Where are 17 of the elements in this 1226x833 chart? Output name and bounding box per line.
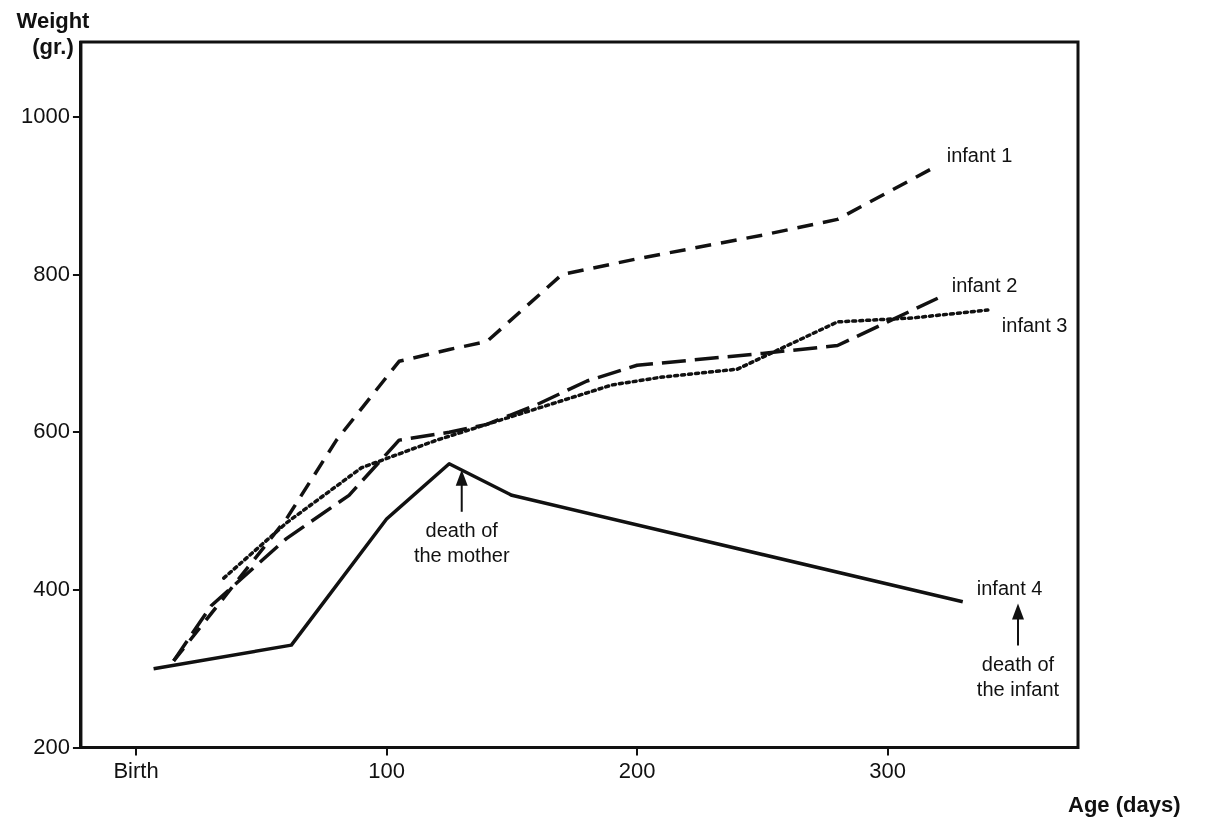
annotation: death of the infant [976, 653, 1060, 701]
x-tick-label: 300 [869, 757, 906, 783]
x-tick-label: Birth [113, 757, 159, 783]
y-tick-label: 1000 [20, 102, 70, 128]
x-axis-title: Age (days) [1068, 792, 1181, 818]
y-tick-label: 600 [33, 418, 70, 444]
series-label: infant 3 [1001, 313, 1068, 336]
series-label: infant 4 [976, 577, 1043, 600]
y-tick-label: 400 [33, 575, 70, 601]
x-tick-label: 200 [618, 757, 656, 783]
x-tick-label: 100 [368, 757, 405, 783]
y-tick-label: 800 [33, 260, 70, 286]
y-tick-label: 200 [33, 733, 70, 759]
series-label: infant 2 [951, 273, 1018, 296]
annotation: death of the mother [413, 519, 510, 567]
y-axis-title: Weight (gr.) [15, 8, 91, 60]
series-label: infant 1 [946, 143, 1013, 166]
